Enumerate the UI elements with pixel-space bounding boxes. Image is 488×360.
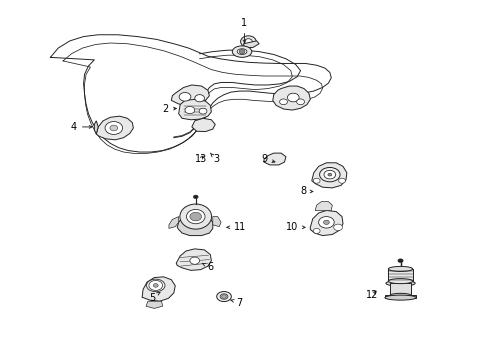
Circle shape (333, 224, 342, 230)
Text: 10: 10 (285, 222, 305, 232)
Polygon shape (176, 249, 211, 270)
Polygon shape (389, 283, 410, 296)
Text: 5: 5 (148, 292, 160, 303)
Circle shape (199, 108, 206, 114)
Ellipse shape (186, 210, 204, 224)
Text: 7: 7 (230, 298, 242, 308)
Polygon shape (243, 41, 259, 48)
Circle shape (221, 295, 226, 298)
Polygon shape (177, 215, 212, 235)
Ellipse shape (220, 294, 227, 299)
Circle shape (279, 99, 287, 105)
Ellipse shape (237, 49, 246, 54)
Circle shape (323, 220, 329, 225)
Polygon shape (178, 99, 211, 120)
Circle shape (194, 95, 204, 102)
Text: 1: 1 (241, 18, 247, 43)
Circle shape (318, 217, 333, 228)
Circle shape (239, 49, 244, 54)
Text: 11: 11 (226, 222, 245, 232)
Polygon shape (171, 85, 209, 105)
Ellipse shape (319, 167, 339, 182)
Ellipse shape (389, 293, 410, 298)
Polygon shape (310, 211, 342, 235)
Ellipse shape (384, 295, 415, 300)
Ellipse shape (385, 280, 414, 286)
Text: 8: 8 (299, 186, 312, 197)
Circle shape (189, 257, 199, 264)
Polygon shape (142, 277, 175, 301)
Polygon shape (264, 153, 285, 165)
Ellipse shape (387, 266, 412, 271)
Text: 3: 3 (210, 153, 219, 164)
Circle shape (313, 228, 320, 233)
Circle shape (184, 107, 194, 114)
Ellipse shape (180, 204, 211, 229)
Polygon shape (311, 163, 346, 188)
Circle shape (397, 258, 403, 263)
Circle shape (296, 99, 304, 105)
Ellipse shape (216, 292, 231, 302)
Text: 12: 12 (366, 291, 378, 301)
Text: 13: 13 (194, 154, 206, 164)
Circle shape (105, 122, 122, 134)
Circle shape (287, 93, 299, 102)
Circle shape (153, 284, 158, 287)
Circle shape (327, 173, 331, 176)
Polygon shape (387, 269, 412, 281)
Circle shape (324, 170, 335, 179)
Polygon shape (96, 116, 133, 140)
Polygon shape (146, 301, 162, 309)
Ellipse shape (146, 279, 164, 292)
Text: 4: 4 (71, 122, 92, 132)
Circle shape (110, 125, 118, 131)
Text: 9: 9 (261, 154, 274, 164)
Polygon shape (191, 118, 215, 132)
Circle shape (244, 39, 252, 44)
Polygon shape (94, 121, 98, 134)
Ellipse shape (232, 46, 251, 57)
Polygon shape (315, 202, 331, 211)
Polygon shape (212, 217, 221, 226)
Circle shape (179, 93, 190, 101)
Text: 2: 2 (162, 104, 176, 114)
Circle shape (149, 280, 162, 291)
Circle shape (313, 178, 320, 183)
Circle shape (240, 36, 256, 47)
Polygon shape (384, 296, 415, 298)
Polygon shape (272, 86, 310, 110)
Circle shape (189, 212, 201, 221)
Ellipse shape (387, 279, 412, 284)
Circle shape (338, 178, 345, 183)
Polygon shape (168, 217, 178, 228)
Text: 6: 6 (202, 262, 213, 272)
Circle shape (193, 195, 198, 199)
